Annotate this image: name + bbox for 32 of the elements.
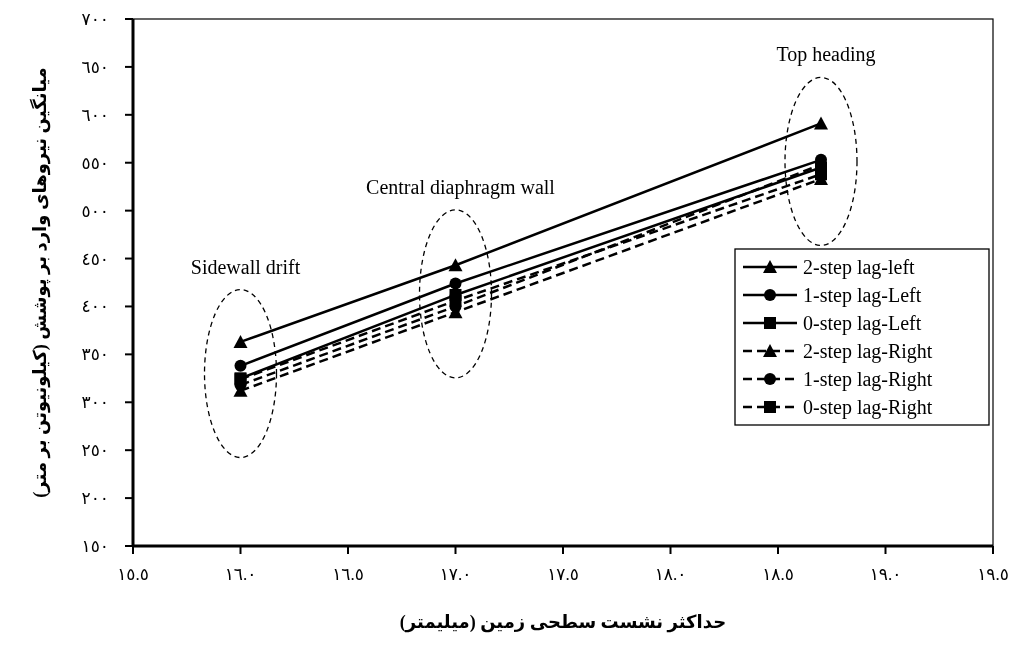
annotation: Central diaphragm wall — [366, 175, 556, 199]
y-tick-label: ٥٠٠ — [81, 201, 109, 221]
y-tick-label: ١٥٠ — [81, 537, 109, 556]
y-tick-label: ٧٠٠ — [81, 10, 109, 29]
legend-label: 2-step lag-Right — [803, 340, 933, 363]
x-tick-label: ١٦.٠ — [224, 565, 257, 584]
y-tick-label: ٤٠٠ — [81, 297, 109, 317]
y-tick-label: ٢٠٠ — [81, 489, 109, 509]
y-tick-label: ٤٥٠ — [81, 249, 109, 269]
x-axis-title: حداکثر نشست سطحی زمین (میلیمتر) — [399, 612, 727, 633]
y-axis-title: میانگین نیروهای وارد بر پوشش (کیلونیوتن بر متر) — [29, 67, 51, 498]
y-tick-label: ٣٠٠ — [81, 393, 109, 413]
x-tick-label: ١٦.٥ — [332, 565, 364, 584]
y-tick-label: ٦٠٠ — [81, 105, 109, 125]
annotation: Top heading — [776, 43, 876, 67]
x-tick-label: ١٥.٥ — [117, 565, 149, 584]
x-tick-label: ١٧.٠ — [439, 565, 472, 584]
x-tick-label: ١٩.٠ — [869, 565, 902, 584]
legend-label: 1-step lag-Left — [803, 284, 922, 307]
y-tick-label: ٢٥٠ — [81, 441, 109, 461]
x-tick-label: ١٨.٥ — [762, 565, 794, 584]
x-tick-label: ١٩.٥ — [977, 565, 1009, 584]
y-tick-label: ٣٥٠ — [81, 345, 109, 365]
x-tick-label: ١٨.٠ — [654, 565, 687, 584]
x-tick-label: ١٧.٥ — [547, 565, 579, 584]
y-tick-label: ٦٥٠ — [81, 57, 109, 77]
legend-label: 1-step lag-Right — [803, 368, 933, 391]
legend-label: 0-step lag-Left — [803, 312, 922, 335]
y-tick-label: ٥٥٠ — [81, 153, 109, 173]
annotation: Sidewall drift — [190, 255, 301, 278]
legend-label: 0-step lag-Right — [803, 396, 933, 419]
legend-label: 2-step lag-left — [803, 256, 916, 279]
